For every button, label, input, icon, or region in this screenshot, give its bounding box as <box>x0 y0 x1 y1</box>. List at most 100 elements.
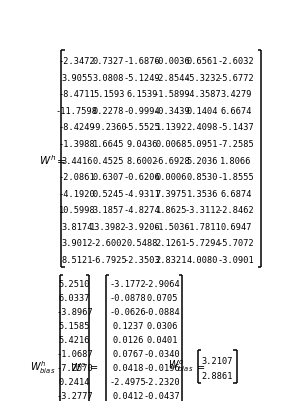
Text: 10.5998: 10.5998 <box>59 206 95 215</box>
Text: -6.7925: -6.7925 <box>90 255 127 264</box>
Text: 5.1593: 5.1593 <box>93 90 125 99</box>
Text: 3.0808: 3.0808 <box>93 73 125 83</box>
Text: -5.7294: -5.7294 <box>184 239 221 248</box>
Text: -5.3232: -5.3232 <box>184 73 221 83</box>
Text: 0.0418: 0.0418 <box>112 363 144 373</box>
Text: -6.6928: -6.6928 <box>153 156 190 165</box>
Text: -5.5525: -5.5525 <box>124 123 160 132</box>
Text: 0.2414: 0.2414 <box>59 377 90 386</box>
Text: -1.6876: -1.6876 <box>124 57 160 66</box>
Text: 0.0126: 0.0126 <box>112 335 144 344</box>
Text: 0.0068: 0.0068 <box>156 140 187 149</box>
Text: 0.6307: 0.6307 <box>93 173 125 182</box>
Text: 0.1404: 0.1404 <box>187 107 218 115</box>
Text: 3.9055: 3.9055 <box>61 73 93 83</box>
Text: -2.6032: -2.6032 <box>217 57 254 66</box>
Text: -1.7811: -1.7811 <box>184 222 221 231</box>
Text: -5.7072: -5.7072 <box>217 239 254 248</box>
Text: 1.6645: 1.6645 <box>93 140 125 149</box>
Text: 6.0337: 6.0337 <box>59 294 90 302</box>
Text: -0.0878: -0.0878 <box>110 294 146 302</box>
Text: 6.6874: 6.6874 <box>220 189 252 198</box>
Text: 3.4279: 3.4279 <box>220 90 252 99</box>
Text: 2.1261: 2.1261 <box>156 239 187 248</box>
Text: 3.1857: 3.1857 <box>93 206 125 215</box>
Text: -0.0437: -0.0437 <box>144 391 180 400</box>
Text: 0.7327: 0.7327 <box>93 57 125 66</box>
Text: 0.0306: 0.0306 <box>146 322 178 330</box>
Text: 2.4098: 2.4098 <box>187 123 218 132</box>
Text: -3.9206: -3.9206 <box>124 222 160 231</box>
Text: -4.3587: -4.3587 <box>184 90 221 99</box>
Text: -1.0687: -1.0687 <box>56 349 93 358</box>
Text: $=$: $=$ <box>54 154 65 164</box>
Text: -1.8555: -1.8555 <box>217 173 254 182</box>
Text: -1.5899: -1.5899 <box>153 90 190 99</box>
Text: -2.3472: -2.3472 <box>59 57 95 66</box>
Text: -3.2777: -3.2777 <box>56 391 93 400</box>
Text: -1.3988: -1.3988 <box>59 140 95 149</box>
Text: -11.7598: -11.7598 <box>56 107 98 115</box>
Text: 0.0412: 0.0412 <box>112 391 144 400</box>
Text: 5.0951: 5.0951 <box>187 140 218 149</box>
Text: -2.8544: -2.8544 <box>153 73 190 83</box>
Text: 7.3975: 7.3975 <box>156 189 187 198</box>
Text: 0.5488: 0.5488 <box>126 239 158 248</box>
Text: 3.9012: 3.9012 <box>61 239 93 248</box>
Text: 0.1237: 0.1237 <box>112 322 144 330</box>
Text: -7.2570: -7.2570 <box>56 363 93 373</box>
Text: 1.8625: 1.8625 <box>156 206 187 215</box>
Text: -3.3112: -3.3112 <box>184 206 221 215</box>
Text: 13.3982: 13.3982 <box>90 222 127 231</box>
Text: -0.6206: -0.6206 <box>124 173 160 182</box>
Text: -3.1772: -3.1772 <box>110 279 146 288</box>
Text: 8.6002: 8.6002 <box>126 156 158 165</box>
Text: -0.0196: -0.0196 <box>144 363 180 373</box>
Text: 0.6947: 0.6947 <box>220 222 252 231</box>
Text: $W^h$: $W^h$ <box>39 152 56 166</box>
Text: 6.1539: 6.1539 <box>126 90 158 99</box>
Text: 0.8530: 0.8530 <box>187 173 218 182</box>
Text: -7.2585: -7.2585 <box>217 140 254 149</box>
Text: 0.0401: 0.0401 <box>146 335 178 344</box>
Text: 1.1392: 1.1392 <box>156 123 187 132</box>
Text: 3.2107: 3.2107 <box>202 356 233 365</box>
Text: -2.6002: -2.6002 <box>90 239 127 248</box>
Text: 5.4216: 5.4216 <box>59 335 90 344</box>
Text: -5.1249: -5.1249 <box>124 73 160 83</box>
Text: -0.0884: -0.0884 <box>144 308 180 316</box>
Text: 1.3536: 1.3536 <box>187 189 218 198</box>
Text: -1.5036: -1.5036 <box>153 222 190 231</box>
Text: -4.1920: -4.1920 <box>59 189 95 198</box>
Text: -2.0861: -2.0861 <box>59 173 95 182</box>
Text: 0.0767: 0.0767 <box>112 349 144 358</box>
Text: -8.4711: -8.4711 <box>59 90 95 99</box>
Text: -0.0626: -0.0626 <box>110 308 146 316</box>
Text: 8.5121: 8.5121 <box>61 255 93 264</box>
Text: 6.6674: 6.6674 <box>220 107 252 115</box>
Text: 9.0436: 9.0436 <box>126 140 158 149</box>
Text: 0.5245: 0.5245 <box>93 189 125 198</box>
Text: 3.8174: 3.8174 <box>61 222 93 231</box>
Text: 0.0006: 0.0006 <box>156 173 187 182</box>
Text: -3.0901: -3.0901 <box>217 255 254 264</box>
Text: -0.3439: -0.3439 <box>153 107 190 115</box>
Text: 2.8861: 2.8861 <box>202 371 233 380</box>
Text: -9.2360: -9.2360 <box>90 123 127 132</box>
Text: 4.0080: 4.0080 <box>187 255 218 264</box>
Text: 0.0705: 0.0705 <box>146 294 178 302</box>
Text: -2.3503: -2.3503 <box>124 255 160 264</box>
Text: 5.2036: 5.2036 <box>187 156 218 165</box>
Text: 0.6561: 0.6561 <box>187 57 218 66</box>
Text: 3.4416: 3.4416 <box>61 156 93 165</box>
Text: 0.4525: 0.4525 <box>93 156 125 165</box>
Text: -2.8462: -2.8462 <box>217 206 254 215</box>
Text: $W^o_{bias}$: $W^o_{bias}$ <box>168 358 193 373</box>
Text: 1.8066: 1.8066 <box>220 156 252 165</box>
Text: 0.2278: 0.2278 <box>93 107 125 115</box>
Text: -4.9311: -4.9311 <box>124 189 160 198</box>
Text: $W^o$ $=$: $W^o$ $=$ <box>70 360 99 373</box>
Text: -4.8274: -4.8274 <box>124 206 160 215</box>
Text: -5.6772: -5.6772 <box>217 73 254 83</box>
Text: -2.4975: -2.4975 <box>110 377 146 386</box>
